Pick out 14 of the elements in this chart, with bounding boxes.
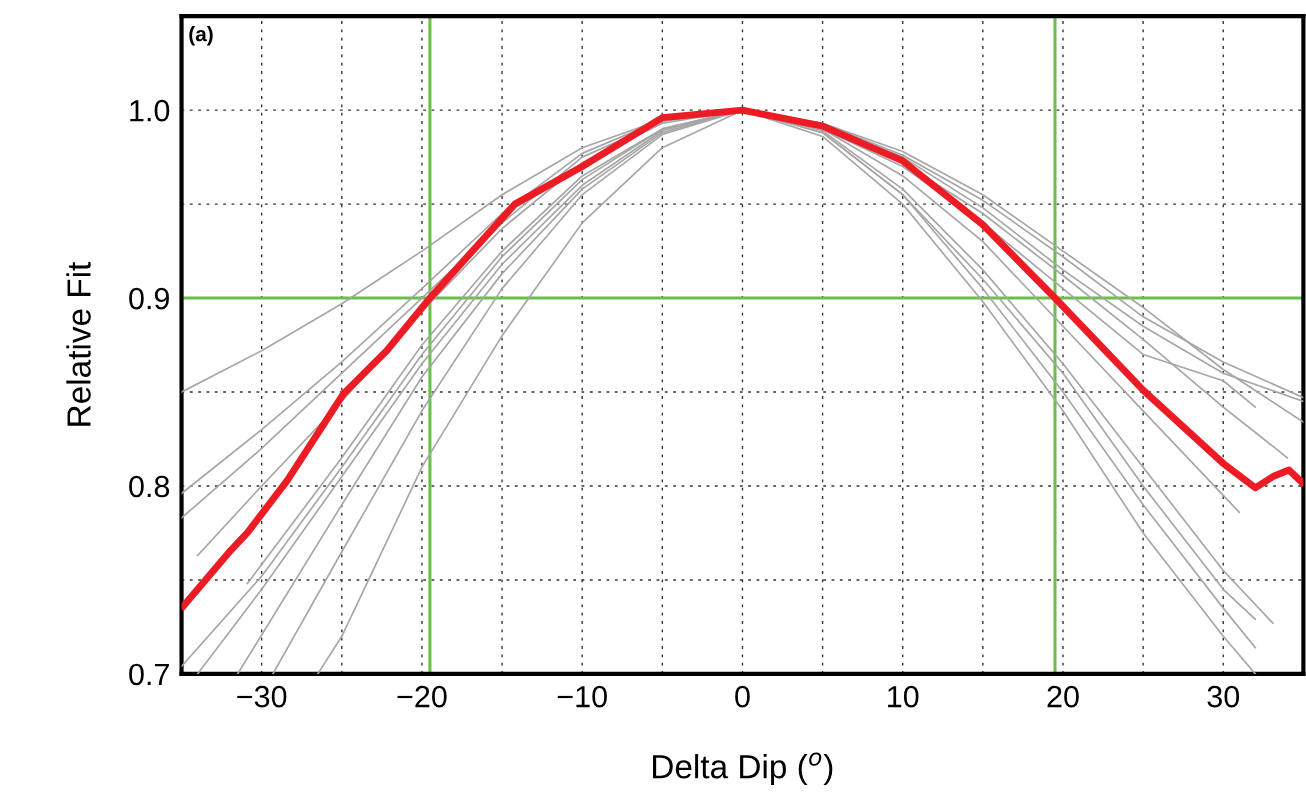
y-tick-label: 0.9	[129, 287, 169, 310]
y-axis-title: Relative Fit	[66, 261, 91, 426]
annotation: (a)	[189, 26, 213, 46]
x-tick-label: 20	[1047, 685, 1079, 708]
y-tick-label: 1.0	[130, 99, 170, 122]
y-tick-label: 0.7	[129, 663, 169, 686]
y-tick-label: 0.8	[129, 475, 170, 498]
x-tick-label: 0	[735, 685, 750, 708]
x-tick-label: −30	[237, 685, 287, 708]
x-tick-label: 10	[888, 685, 919, 708]
x-tick-label: −10	[557, 685, 607, 708]
x-tick-label: −20	[397, 685, 447, 708]
x-axis-title: Delta Dip ($^{o}$)	[653, 752, 833, 786]
x-tick-label: 30	[1207, 685, 1240, 708]
